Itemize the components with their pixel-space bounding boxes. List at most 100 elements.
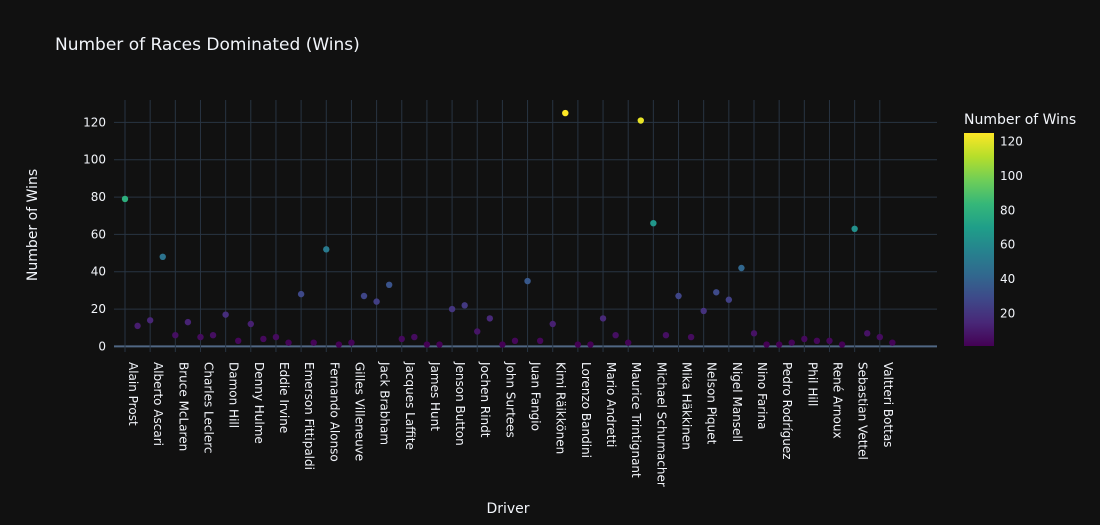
scatter-point — [285, 339, 292, 346]
chart-title: Number of Races Dominated (Wins) — [55, 35, 360, 55]
x-tick-label: Emerson Fittipaldi — [302, 362, 316, 470]
x-tick-label: Valtteri Bottas — [881, 362, 895, 447]
scatter-point — [536, 337, 544, 344]
scatter-point — [436, 341, 443, 348]
scatter-point — [612, 332, 619, 339]
scatter-point — [524, 277, 531, 285]
scatter-point — [574, 341, 582, 348]
x-tick-label: Jenson Button — [453, 361, 467, 446]
scatter-point — [562, 109, 569, 117]
scatter-point — [323, 246, 330, 253]
data-points — [121, 109, 896, 348]
scatter-point — [801, 335, 808, 343]
colorbar: Number of Wins 20 40 60 80 100 120 — [964, 112, 1076, 346]
x-tick-label: Jack Brabham — [378, 361, 392, 445]
y-tick-label: 80 — [91, 190, 106, 204]
x-tick-label: Nigel Mansell — [730, 362, 744, 442]
scatter-point — [360, 292, 368, 300]
x-tick-label: Gilles Villeneuve — [352, 362, 366, 461]
x-tick-label: Juan Fangio — [529, 361, 543, 431]
scatter-point — [662, 332, 670, 339]
x-tick-label: Michael Schumacher — [654, 362, 668, 487]
x-tick-label: Eddie Irvine — [277, 362, 291, 433]
scatter-point — [650, 220, 657, 227]
x-tick-label: Sebastian Vettel — [856, 362, 870, 460]
scatter-point — [826, 337, 833, 344]
colorbar-ticks: 20 40 60 80 100 120 — [1000, 135, 1023, 321]
y-axis-title: Number of Wins — [25, 169, 41, 281]
scatter-point — [763, 341, 770, 348]
x-tick-label: Lorenzo Bandini — [579, 362, 593, 458]
x-tick-label: Nino Farina — [755, 362, 769, 429]
x-tick-label: Bruce McLaren — [176, 362, 190, 451]
scatter-point — [889, 339, 896, 346]
colorbar-title: Number of Wins — [964, 112, 1076, 128]
scatter-point — [222, 311, 229, 318]
scatter-point — [687, 333, 695, 341]
scatter-point — [448, 305, 456, 313]
scatter-point — [209, 332, 217, 339]
scatter-point — [511, 337, 519, 344]
scatter-point — [172, 332, 179, 339]
y-tick-label: 20 — [91, 302, 106, 316]
scatter-point — [599, 315, 607, 322]
x-tick-label: Mika Häkkinen — [680, 362, 694, 450]
scatter-point — [134, 322, 141, 330]
scatter-point — [159, 253, 166, 260]
scatter-point — [725, 296, 733, 303]
scatter-point — [184, 318, 192, 326]
scatter-point — [851, 225, 858, 232]
scatter-point — [775, 341, 783, 348]
x-tick-label: Mario Andretti — [604, 362, 618, 447]
x-tick-label: Maurice Trintignant — [629, 362, 643, 478]
scatter-point — [335, 341, 343, 348]
x-tick-label: John Surtees — [503, 361, 517, 438]
scatter-point — [625, 339, 632, 346]
y-tick-label: 100 — [83, 153, 106, 167]
scatter-point — [750, 330, 758, 337]
y-tick-label: 60 — [91, 227, 106, 241]
scatter-point — [549, 320, 556, 328]
x-tick-label: Jochen Rindt — [478, 361, 492, 438]
x-tick-label: Nelson Piquet — [705, 362, 719, 445]
scatter-point — [461, 302, 468, 309]
scatter-point — [373, 298, 380, 305]
colorbar-tick-label: 80 — [1000, 203, 1015, 217]
scatter-point — [788, 339, 795, 346]
colorbar-tick-label: 120 — [1000, 135, 1023, 149]
x-tick-label: Fernando Alonso — [327, 362, 341, 462]
scatter-point — [411, 333, 418, 341]
x-tick-label: Denny Hulme — [252, 362, 266, 444]
scatter-point — [637, 117, 644, 124]
scatter-point — [486, 315, 494, 322]
scatter-point — [738, 264, 745, 272]
scatter-point — [247, 320, 254, 328]
colorbar-tick-label: 40 — [1000, 272, 1015, 286]
scatter-point — [838, 341, 846, 348]
scatter-point — [675, 292, 682, 300]
x-tick-label: Pedro Rodríguez — [780, 362, 794, 460]
scatter-point — [272, 333, 280, 341]
scatter-point — [121, 195, 129, 203]
x-axis-ticks: Alain Prost Alberto Ascari Bruce McLaren Ch… — [126, 361, 895, 487]
scatter-point — [235, 337, 242, 344]
y-axis-ticks: 0 20 40 60 80 100 120 — [83, 115, 106, 353]
scatter-point — [310, 339, 317, 346]
scatter-point — [876, 333, 883, 341]
scatter-point — [348, 339, 355, 346]
colorbar-gradient — [964, 133, 994, 346]
scatter-point — [864, 330, 871, 337]
scatter-point — [713, 289, 720, 296]
scatter-point — [423, 341, 431, 348]
y-tick-label: 120 — [83, 115, 106, 129]
scatter-point — [385, 281, 393, 288]
x-tick-label: Kimi Räikkönen — [554, 362, 568, 454]
scatter-point — [499, 341, 506, 348]
x-tick-label: James Hunt — [428, 361, 442, 431]
scatter-point — [197, 333, 204, 341]
scatter-point — [260, 335, 267, 343]
y-tick-label: 0 — [98, 339, 106, 353]
x-tick-label: Alain Prost — [126, 362, 140, 426]
scatter-point — [398, 335, 405, 343]
